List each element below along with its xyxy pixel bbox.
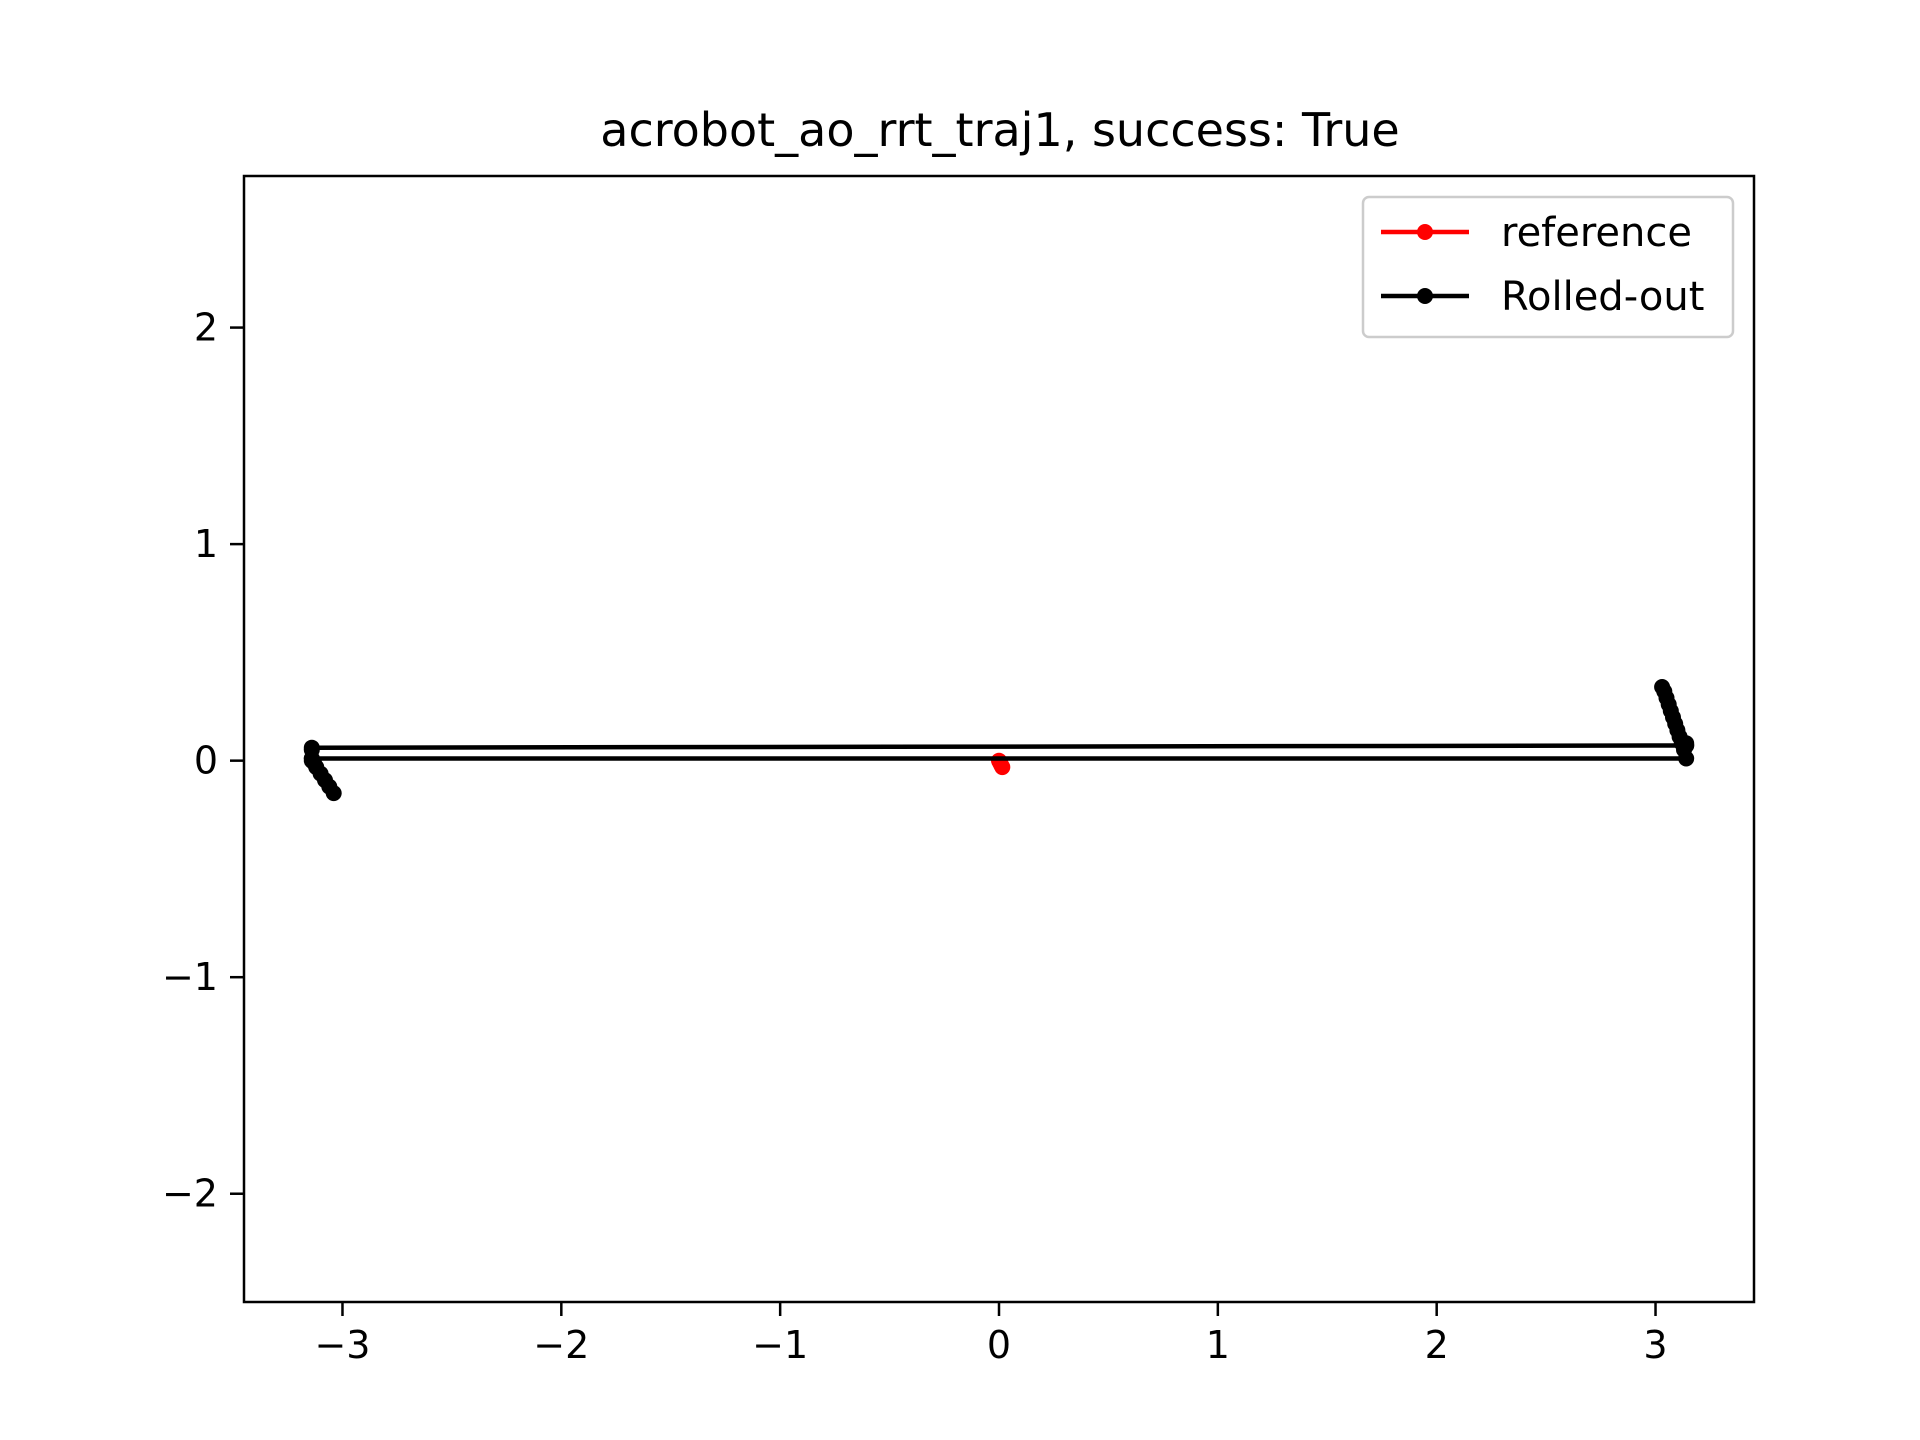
x-tick-label: −3 [314,1323,370,1367]
plot-area [303,679,1695,802]
series-point-rolled-out [1654,679,1671,695]
x-tick-label: −2 [533,1323,589,1367]
y-axis-ticks: −2 −1 0 1 2 [162,306,244,1216]
legend: reference Rolled-out [1361,195,1735,339]
x-tick-label: 3 [1643,1323,1667,1367]
y-tick-label: 1 [194,522,218,566]
y-tick-label: −1 [162,955,218,999]
x-tick-label: 0 [987,1323,1011,1367]
y-tick-label: −2 [162,1172,218,1216]
x-axis-ticks: −3 −2 −1 0 1 2 3 [314,1302,1668,1367]
x-tick-label: 1 [1206,1323,1230,1367]
x-tick-label: −1 [752,1323,808,1367]
series-line-rolled-out [309,684,1689,795]
y-tick-label: 2 [194,306,218,350]
chart-title: acrobot_ao_rrt_traj1, success: True [600,103,1399,157]
y-tick-label: 0 [194,739,218,783]
legend-marker-reference [1417,224,1433,240]
legend-label-reference: reference [1501,210,1692,256]
legend-marker-rolled-out [1417,288,1433,304]
legend-label-rolled-out: Rolled-out [1501,274,1704,320]
series-point-rolled-out [1678,737,1695,754]
series-point-reference [994,759,1011,776]
series-point-rolled-out [303,741,320,758]
axes-frame [242,174,1756,1304]
x-tick-label: 2 [1425,1323,1449,1367]
